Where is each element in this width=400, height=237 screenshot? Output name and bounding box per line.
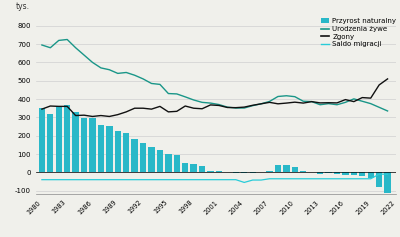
Bar xyxy=(140,143,146,172)
Bar xyxy=(89,118,96,172)
Bar xyxy=(384,172,391,193)
Bar xyxy=(98,125,104,172)
Bar xyxy=(47,114,54,172)
Bar xyxy=(216,171,222,172)
Bar xyxy=(199,166,205,172)
Bar xyxy=(250,172,256,173)
Legend: Przyrost naturalny, Urodzenia żywe, Zgony, Saldo migracji: Przyrost naturalny, Urodzenia żywe, Zgon… xyxy=(321,18,396,47)
Bar xyxy=(148,147,155,172)
Bar xyxy=(359,172,366,176)
Bar xyxy=(72,112,79,172)
Bar xyxy=(81,118,87,172)
Bar xyxy=(39,108,45,172)
Bar xyxy=(300,170,306,172)
Bar xyxy=(266,171,273,172)
Text: tys.: tys. xyxy=(16,2,30,11)
Bar xyxy=(351,172,357,175)
Bar xyxy=(132,139,138,172)
Bar xyxy=(292,167,298,172)
Bar xyxy=(123,133,129,172)
Bar xyxy=(64,105,70,172)
Bar xyxy=(275,165,281,172)
Bar xyxy=(317,172,323,174)
Bar xyxy=(376,172,382,187)
Bar xyxy=(165,154,172,172)
Bar xyxy=(115,131,121,172)
Bar xyxy=(342,172,348,175)
Bar xyxy=(174,155,180,172)
Bar xyxy=(368,172,374,178)
Bar xyxy=(325,172,332,173)
Bar xyxy=(56,106,62,172)
Bar xyxy=(283,165,290,172)
Bar xyxy=(182,163,188,172)
Bar xyxy=(241,172,248,173)
Bar xyxy=(157,150,163,172)
Bar xyxy=(190,164,197,172)
Bar xyxy=(106,126,112,172)
Bar xyxy=(334,172,340,174)
Bar xyxy=(233,172,239,173)
Bar xyxy=(207,170,214,172)
